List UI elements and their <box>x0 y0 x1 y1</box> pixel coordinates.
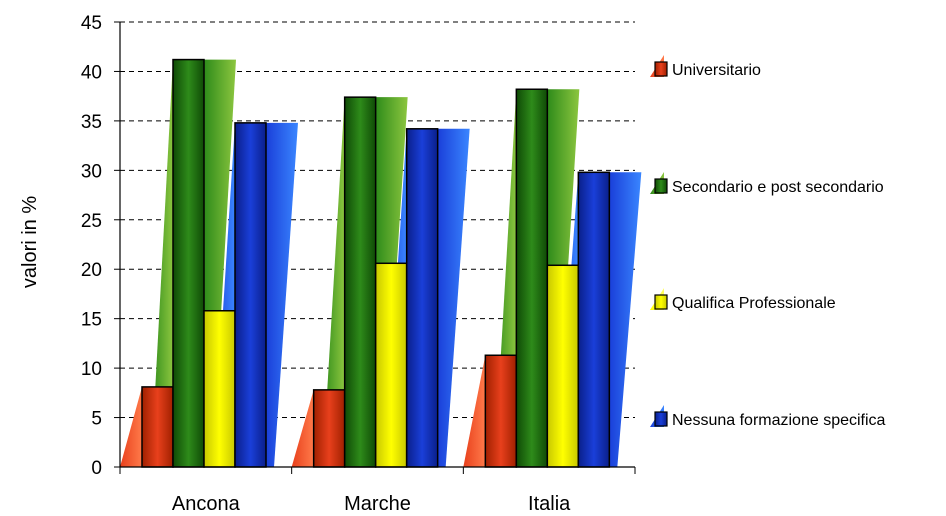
bar-nessuna-formazione-specifica-marche <box>405 128 439 468</box>
y-tick-label: 0 <box>91 458 102 479</box>
legend-label: Qualifica Professionale <box>672 295 836 312</box>
bars-group <box>120 58 642 468</box>
bar-secondario-e-post-secondario-italia <box>515 88 549 468</box>
bar-qualifica-professionale-marche <box>374 262 408 468</box>
bar-secondario-e-post-secondario-ancona <box>172 58 205 468</box>
y-tick-label: 30 <box>81 161 102 182</box>
y-tick-label: 45 <box>81 13 102 34</box>
legend-label: Nessuna formazione specifica <box>672 412 886 429</box>
legend-item-3: Qualifica Professionale <box>650 288 836 312</box>
bar-qualifica-professionale-ancona <box>203 310 236 468</box>
bar-extension <box>437 128 470 468</box>
bar-universitario-italia <box>484 354 518 468</box>
legend-item-4: Nessuna formazione specifica <box>650 405 886 429</box>
x-category-label: Ancona <box>172 493 241 515</box>
bar-wedge <box>463 355 486 467</box>
legend-item-2: Secondario e post secondario <box>650 172 884 196</box>
y-tick-label: 40 <box>81 62 102 83</box>
axes: 0 5 10 15 20 25 30 35 40 45 Ancona Marche Italia <box>81 13 636 515</box>
y-tick-label: 35 <box>81 112 102 133</box>
x-category-label: Italia <box>528 493 571 515</box>
bar-universitario-marche <box>312 389 346 468</box>
legend-swatch <box>654 178 668 194</box>
bar-extension <box>609 172 642 468</box>
bar-nessuna-formazione-specifica-italia <box>577 171 611 468</box>
bar-nessuna-formazione-specifica-ancona <box>234 122 267 468</box>
x-category-label: Marche <box>344 493 411 515</box>
legend-label: Secondario e post secondario <box>672 179 884 196</box>
bar-wedge <box>322 97 345 468</box>
bar-wedge <box>120 386 142 467</box>
legend-swatch <box>654 294 668 310</box>
bar-wedge <box>291 389 314 467</box>
bar-universitario-ancona <box>141 386 174 468</box>
y-tick-label: 20 <box>81 260 102 281</box>
y-tick-label: 15 <box>81 310 102 331</box>
legend-label: Universitario <box>672 62 761 79</box>
y-tick-label: 5 <box>91 409 102 430</box>
bar-secondario-e-post-secondario-marche <box>343 96 377 468</box>
legend-item-1: Universitario <box>650 55 761 79</box>
bar-qualifica-professionale-italia <box>546 264 580 468</box>
bar-extension <box>266 122 298 467</box>
legend-swatch <box>654 61 668 77</box>
legend: Universitario Secondario e post secondari… <box>650 55 886 429</box>
y-axis-title: valori in % <box>19 196 41 288</box>
y-tick-label: 10 <box>81 359 102 380</box>
y-tick-label: 25 <box>81 211 102 232</box>
bar-wedge <box>151 59 173 467</box>
legend-swatch <box>654 411 668 427</box>
